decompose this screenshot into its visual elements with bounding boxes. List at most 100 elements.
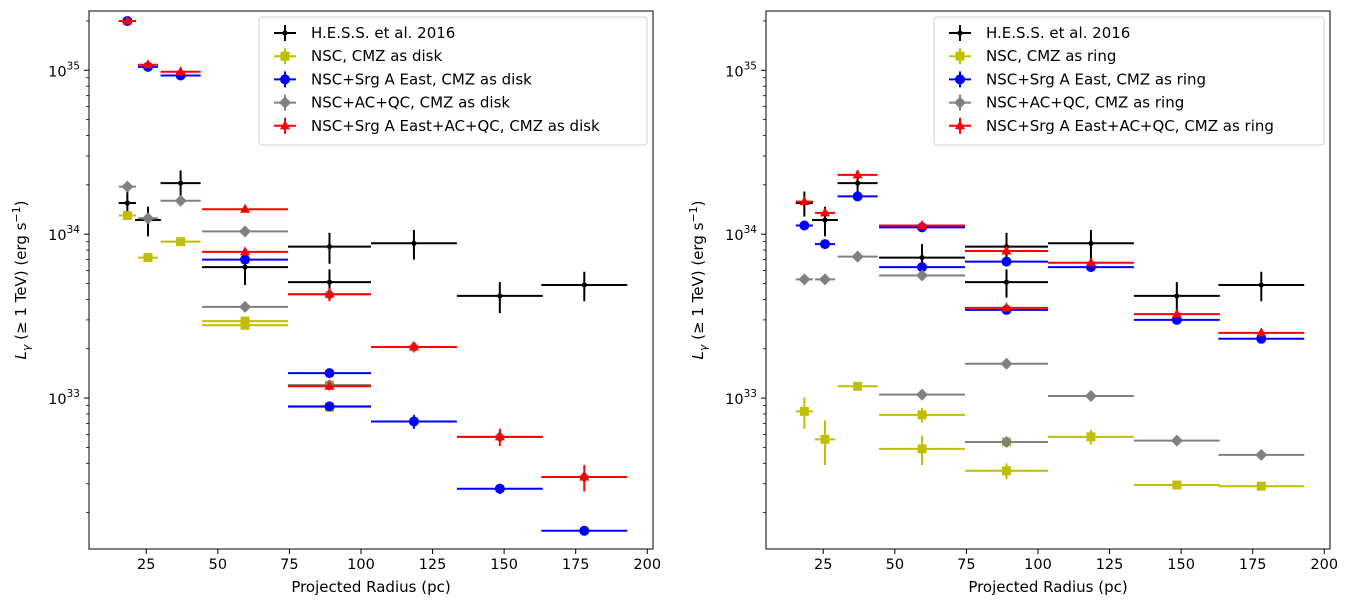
marker xyxy=(819,239,830,250)
data-point xyxy=(964,269,1048,298)
marker xyxy=(121,180,134,193)
x-axis-label: Projected Radius (pc) xyxy=(291,578,450,596)
plot-area xyxy=(118,15,628,536)
data-point xyxy=(1133,282,1220,314)
data-point xyxy=(202,225,288,238)
data-point xyxy=(814,239,835,250)
marker xyxy=(143,253,153,263)
data-point xyxy=(287,232,371,264)
marker xyxy=(324,368,335,379)
marker xyxy=(919,254,925,261)
legend-label: H.E.S.S. et al. 2016 xyxy=(311,24,455,42)
legend-label: NSC+Srg A East, CMZ as ring xyxy=(986,70,1206,88)
data-point xyxy=(1133,480,1220,490)
data-point xyxy=(541,525,628,536)
y-axis-label: Lγ (≥ 1 TeV) (erg s−1) xyxy=(10,200,33,359)
data-point xyxy=(879,435,965,466)
marker xyxy=(799,196,810,206)
marker xyxy=(1084,389,1097,402)
marker xyxy=(240,320,250,330)
data-point xyxy=(371,341,457,351)
marker xyxy=(178,180,184,186)
legend-handle xyxy=(949,25,971,41)
marker xyxy=(174,194,187,207)
marker xyxy=(855,180,861,186)
data-point xyxy=(1218,271,1305,302)
x-tick-label: 25 xyxy=(814,557,832,573)
marker xyxy=(917,410,927,420)
marker xyxy=(917,219,928,229)
series xyxy=(118,15,628,492)
legend-label: NSC+Srg A East+AC+QC, CMZ as disk xyxy=(311,117,600,135)
marker xyxy=(1258,282,1264,288)
marker xyxy=(1003,279,1010,285)
y-tick-exponent: 33 xyxy=(67,388,80,400)
marker xyxy=(818,273,831,286)
data-point xyxy=(287,287,371,302)
legend-label: NSC+Srg A East, CMZ as disk xyxy=(311,70,532,88)
marker xyxy=(324,288,335,298)
marker xyxy=(916,388,929,401)
legend-marker xyxy=(954,96,966,109)
marker xyxy=(122,211,132,221)
data-point xyxy=(456,282,543,314)
marker xyxy=(142,59,153,69)
data-point xyxy=(137,253,158,263)
marker xyxy=(1085,257,1096,267)
marker xyxy=(240,246,251,256)
plot-frame xyxy=(765,10,1331,550)
data-point xyxy=(202,300,288,313)
x-tick-label: 200 xyxy=(1310,557,1338,573)
legend-marker xyxy=(280,120,290,130)
marker xyxy=(1172,480,1182,490)
legend-label: NSC+Srg A East+AC+QC, CMZ as ring xyxy=(986,117,1274,135)
data-point xyxy=(1133,308,1220,318)
data-point xyxy=(160,237,201,247)
data-point xyxy=(456,483,543,494)
marker xyxy=(1174,293,1180,299)
x-tick-label: 50 xyxy=(886,557,904,573)
marker xyxy=(1000,357,1013,370)
data-point xyxy=(202,203,288,213)
data-point xyxy=(456,428,543,447)
data-point xyxy=(160,194,201,207)
marker xyxy=(1001,256,1012,267)
marker xyxy=(494,431,505,441)
legend-box xyxy=(933,16,1325,146)
series xyxy=(795,250,1305,461)
y-tick-base: 10 xyxy=(48,64,66,80)
marker xyxy=(916,269,929,282)
data-point xyxy=(814,207,835,217)
legend: H.E.S.S. et al. 2016 NSC, CMZ as ring NSC+… xyxy=(933,16,1325,146)
y-axis-label-part: −1 xyxy=(10,206,23,222)
marker xyxy=(1088,240,1094,246)
marker xyxy=(581,282,587,288)
series xyxy=(795,191,1305,344)
marker xyxy=(411,240,417,246)
legend-marker xyxy=(955,51,965,61)
x-axis-label: Projected Radius (pc) xyxy=(968,578,1127,596)
data-point xyxy=(837,381,878,391)
data-point xyxy=(879,219,965,229)
data-point xyxy=(879,388,965,401)
legend-handle xyxy=(274,117,296,134)
data-point xyxy=(795,196,813,206)
data-point xyxy=(371,230,457,260)
data-point xyxy=(287,401,371,412)
marker xyxy=(852,169,863,179)
legend-handle xyxy=(949,71,971,88)
x-tick-label: 125 xyxy=(1096,557,1124,573)
data-point xyxy=(837,169,878,179)
marker xyxy=(822,217,828,223)
right-panel: 25 50 75 100 125 150 175 200103310341035Project… xyxy=(687,10,1338,596)
marker xyxy=(851,250,864,263)
data-point xyxy=(964,302,1048,312)
y-tick-label: 1033 xyxy=(725,388,757,408)
data-point xyxy=(137,59,158,69)
marker xyxy=(497,293,503,299)
marker xyxy=(1000,435,1013,448)
data-point xyxy=(118,180,136,193)
y-tick-exponent: 34 xyxy=(744,224,758,236)
data-point xyxy=(814,273,835,286)
